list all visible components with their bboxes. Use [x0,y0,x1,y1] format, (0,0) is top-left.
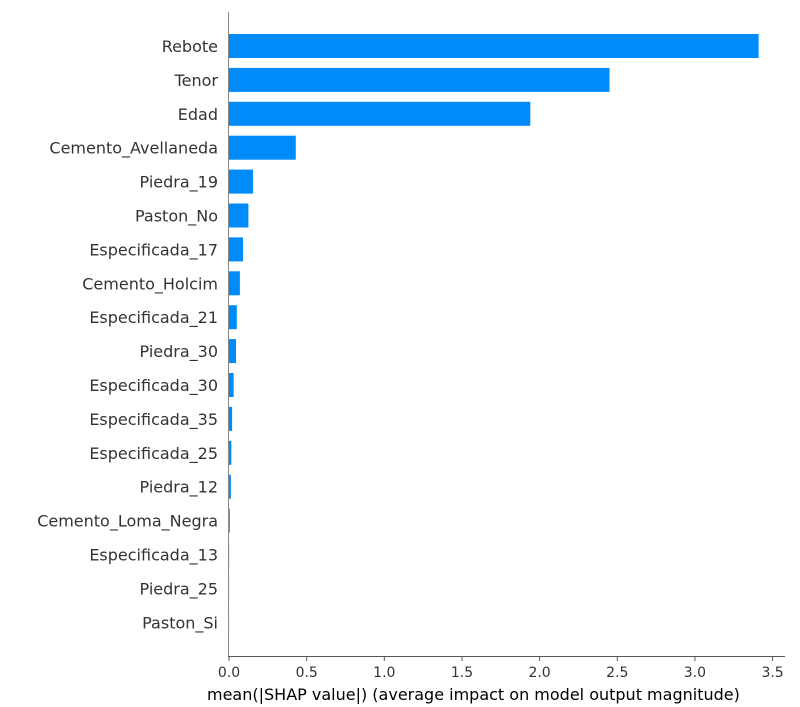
category-label: Piedra_12 [140,478,218,498]
bar [229,135,296,160]
x-tick-label: 3.0 [684,665,706,681]
bar [229,101,531,126]
bar [229,237,243,262]
x-tick-label: 2.5 [606,665,628,681]
category-label: Rebote [162,37,218,56]
x-axis-title: mean(|SHAP value|) (average impact on mo… [207,685,740,704]
x-tick-label: 1.5 [451,665,473,681]
bar [229,373,234,397]
x-tick-label: 0.5 [296,665,318,681]
bar [229,440,232,465]
category-label: Especificada_35 [89,410,218,430]
category-labels: Rebote Tenor Edad Cemento_Avellaneda Piedra_… [37,37,218,633]
bar [229,34,759,58]
bar [229,339,236,364]
category-label: Piedra_25 [140,579,218,599]
bar [229,203,249,228]
x-tick-label: 3.5 [761,665,783,681]
category-label: Especificada_13 [89,546,218,566]
bars-group [229,34,759,635]
x-tick-label: 1.0 [373,665,395,681]
bar [229,67,610,92]
category-label: Especificada_21 [89,308,218,328]
category-label: Tenor [174,71,219,90]
x-ticks: 0.0 0.5 1.0 1.5 2.0 2.5 3.0 3.5 [218,657,784,681]
bar [229,305,237,330]
x-tick-label: 0.0 [218,665,240,681]
category-label: Piedra_30 [140,342,218,362]
category-label: Piedra_19 [140,173,218,193]
bar [229,508,230,533]
category-label: Especificada_17 [89,240,218,260]
bar [229,271,240,296]
category-label: Paston_No [135,207,218,227]
bar [229,169,254,194]
category-label: Cemento_Loma_Negra [37,512,218,532]
bar [229,474,231,499]
category-label: Paston_Si [142,613,218,633]
category-label: Especificada_25 [89,444,218,464]
category-label: Cemento_Holcim [82,274,218,294]
x-tick-label: 2.0 [528,665,550,681]
bar [229,406,233,431]
category-label: Cemento_Avellaneda [49,139,218,159]
category-label: Especificada_30 [89,376,218,396]
category-label: Edad [178,105,218,124]
